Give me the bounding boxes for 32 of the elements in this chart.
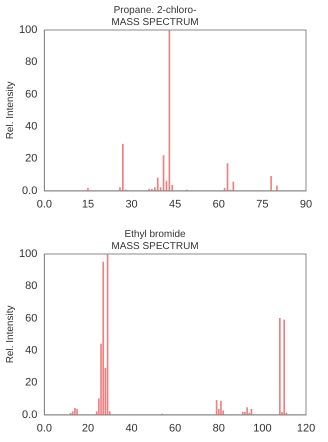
- x-tick-label: 40: [125, 422, 138, 434]
- x-tick-label: 30: [125, 198, 138, 210]
- x-tick-label: 0.0: [36, 422, 52, 434]
- y-tick-label: 100: [18, 24, 38, 36]
- x-tick-label: 15: [82, 198, 94, 210]
- y-tick-label: 60: [25, 312, 38, 324]
- y-tick-label: 20: [25, 376, 38, 389]
- y-axis-title: Rel. Intensity: [4, 305, 16, 364]
- y-tick-label: 100: [18, 248, 38, 260]
- y-tick-label: 0.0: [22, 184, 38, 197]
- x-tick-label: 80: [212, 422, 225, 434]
- x-tick-label: 0.0: [36, 198, 52, 210]
- y-tick-label: 80: [25, 56, 38, 68]
- y-tick-label: 20: [25, 152, 38, 165]
- y-tick-label: 40: [25, 344, 38, 357]
- x-tick-label: 90: [300, 198, 312, 210]
- chart-subtitle: MASS SPECTRUM: [111, 16, 199, 28]
- x-tick-label: 60: [212, 198, 225, 210]
- y-tick-label: 80: [25, 280, 38, 292]
- chart-title: Ethyl bromide: [124, 228, 186, 240]
- y-tick-label: 0.0: [22, 408, 38, 421]
- y-tick-label: 60: [25, 88, 38, 100]
- chart-subtitle: MASS SPECTRUM: [111, 240, 199, 252]
- chart-title: Propane. 2-chloro-: [114, 4, 196, 16]
- x-tick-label: 100: [253, 422, 272, 434]
- x-tick-label: 45: [169, 198, 182, 210]
- x-tick-label: 120: [296, 422, 316, 434]
- y-axis-title: Rel. Intensity: [4, 81, 16, 140]
- x-tick-label: 60: [169, 422, 182, 434]
- x-tick-label: 20: [82, 422, 94, 434]
- x-tick-label: 75: [256, 198, 269, 210]
- y-tick-label: 40: [25, 120, 38, 133]
